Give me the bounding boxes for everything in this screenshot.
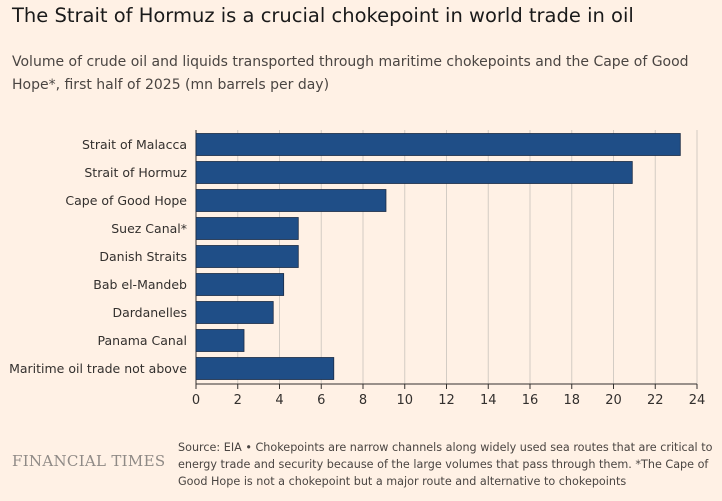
category-label: Cape of Good Hope [65,193,187,208]
x-tick-label: 16 [522,393,539,408]
bar-chart: Strait of Malacca Strait of Hormuz Cape of… [9,130,706,408]
x-tick-label: 2 [234,393,242,408]
category-label: Suez Canal* [111,221,187,236]
category-label: Dardanelles [112,305,187,320]
bars [195,133,681,380]
bar [195,357,335,380]
x-tick-label: 10 [396,393,413,408]
x-tick-label: 6 [317,393,325,408]
x-tick-label: 24 [689,393,706,408]
chart-subtitle: Volume of crude oil and liquids transpor… [12,54,689,93]
category-label: Maritime oil trade not above [9,361,187,376]
bar [195,217,299,240]
ft-logo: FINANCIAL TIMES [12,452,166,470]
x-axis: 0 2 4 6 8 10 12 14 16 18 20 22 24 [192,383,706,408]
bar [195,301,274,324]
category-label: Panama Canal [98,333,187,348]
category-label: Strait of Hormuz [84,165,187,180]
x-tick-label: 12 [438,393,455,408]
x-tick-label: 18 [563,393,580,408]
bar [195,273,285,296]
x-tick-label: 20 [605,393,622,408]
category-label: Bab el-Mandeb [93,277,187,292]
x-tick-label: 14 [480,393,497,408]
bar [195,133,681,156]
category-labels: Strait of Malacca Strait of Hormuz Cape of… [9,137,187,376]
bar [195,189,387,212]
x-tick-label: 8 [359,393,367,408]
x-tick-label: 4 [275,393,283,408]
x-tick-label: 0 [192,393,200,408]
bar [195,329,245,352]
category-label: Danish Straits [99,249,187,264]
chart-title: The Strait of Hormuz is a crucial chokep… [12,4,634,27]
bar [195,161,633,184]
bar [195,245,299,268]
category-label: Strait of Malacca [82,137,187,152]
source-note: Source: EIA • Chokepoints are narrow cha… [178,441,713,488]
x-tick-label: 22 [647,393,664,408]
